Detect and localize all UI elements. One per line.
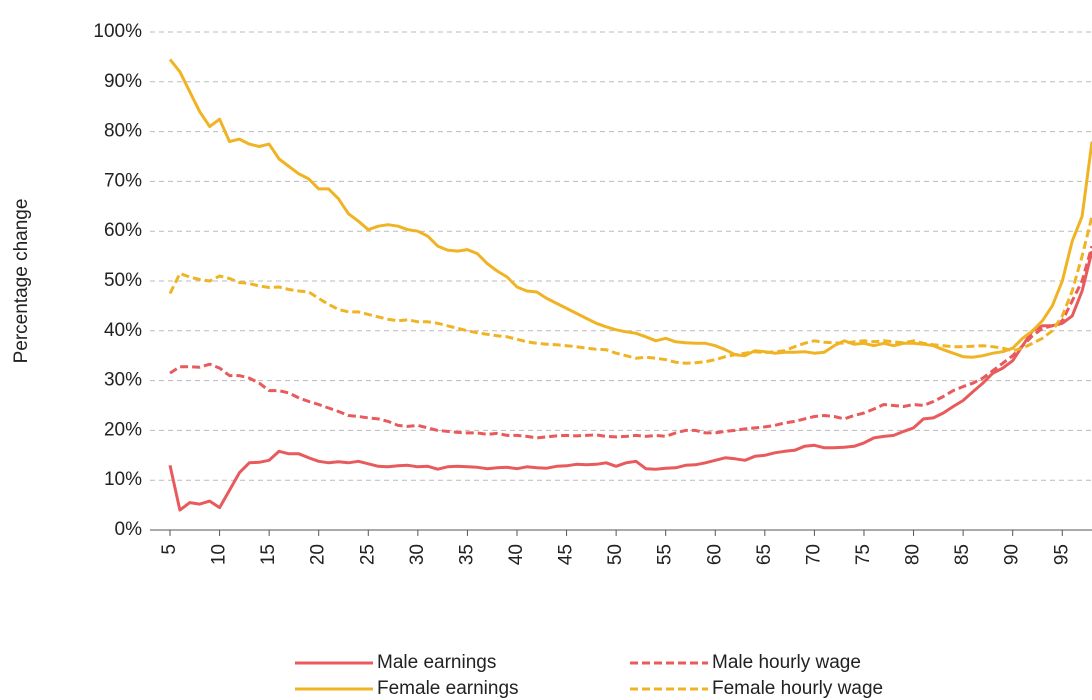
legend-label: Female hourly wage [712,678,883,699]
line-series [168,250,1092,512]
x-tick-label: 75 [853,544,874,565]
y-tick-label: 100% [93,21,142,42]
x-tick-label: 45 [556,544,577,565]
line-series [168,215,1092,365]
x-tick-label: 85 [952,544,973,565]
x-tick-label: 65 [754,544,775,565]
y-tick-label: 80% [104,121,142,142]
x-tick-label: 35 [456,544,477,565]
x-tick-label: 50 [605,544,626,565]
x-tick-label: 60 [704,544,725,565]
line-series [168,58,1092,359]
x-tick-label: 90 [1002,544,1023,565]
y-axis-label: Percentage change [11,199,32,364]
legend-label: Male hourly wage [712,652,861,673]
y-tick-label: 90% [104,71,142,92]
x-tick-label: 80 [903,544,924,565]
y-tick-label: 40% [104,320,142,341]
x-tick-label: 5 [159,544,180,555]
y-tick-label: 20% [104,419,142,440]
y-tick-label: 0% [115,519,143,540]
legend-label: Female earnings [377,678,519,699]
x-tick-label: 95 [1051,544,1072,565]
x-tick-label: 55 [655,544,676,565]
x-tick-label: 15 [258,544,279,565]
y-tick-label: 50% [104,270,142,291]
y-tick-label: 60% [104,220,142,241]
x-tick-label: 40 [506,544,527,565]
x-tick-label: 30 [407,544,428,565]
x-tick-label: 25 [357,544,378,565]
x-tick-label: 70 [803,544,824,565]
y-tick-label: 30% [104,370,142,391]
line-series [169,245,1092,440]
y-tick-label: 70% [104,170,142,191]
x-tick-label: 20 [308,544,329,565]
y-tick-label: 10% [104,469,142,490]
legend-label: Male earnings [377,652,496,673]
x-tick-label: 10 [209,544,230,565]
